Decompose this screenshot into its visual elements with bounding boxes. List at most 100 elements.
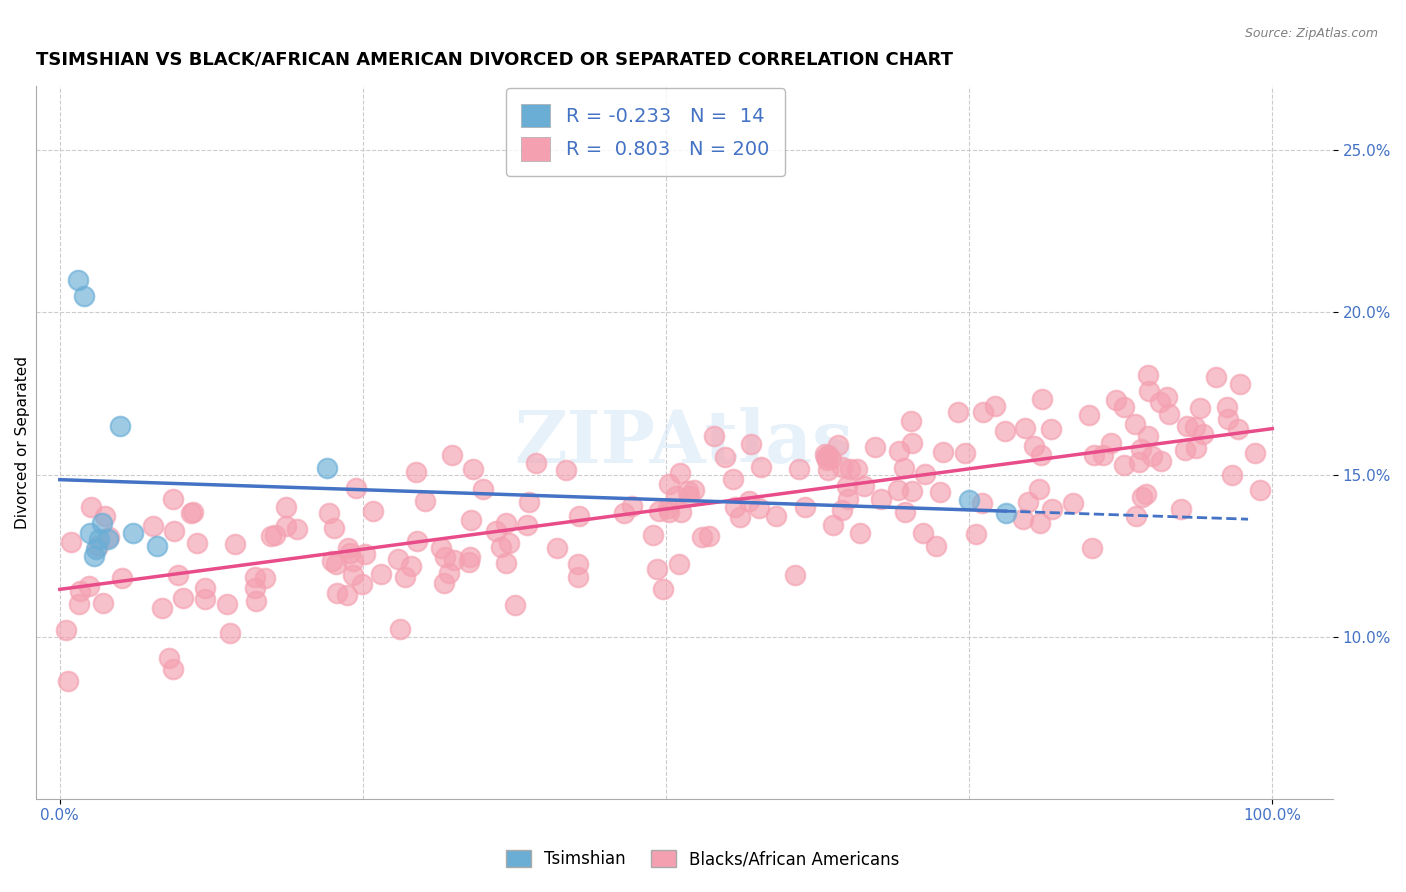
Point (1184, 420, 1206, 434)
Point (665, 489, 688, 503)
Point (430, 541, 453, 555)
Point (489, 541, 512, 555)
Point (651, 582, 673, 597)
Point (814, 447, 837, 461)
Point (1192, 426, 1215, 441)
Point (567, 570, 589, 584)
Point (1136, 368, 1159, 383)
Point (994, 507, 1017, 521)
Point (669, 505, 692, 519)
Point (932, 444, 955, 458)
Point (912, 526, 935, 541)
Point (399, 558, 422, 573)
Point (342, 568, 364, 582)
Point (321, 554, 343, 568)
Point (87, 533, 110, 547)
Point (274, 518, 297, 533)
Point (1135, 487, 1157, 501)
Point (194, 592, 217, 607)
Point (1174, 442, 1197, 457)
Text: ZIPAtlas: ZIPAtlas (515, 407, 853, 477)
Point (678, 483, 700, 498)
Point (1017, 494, 1039, 508)
Point (437, 566, 460, 580)
Point (972, 496, 994, 510)
Point (180, 506, 202, 520)
Point (827, 438, 849, 452)
Point (503, 598, 526, 612)
Point (682, 483, 704, 497)
Point (166, 567, 188, 582)
Point (749, 459, 772, 474)
Point (621, 499, 644, 513)
Point (787, 462, 810, 476)
Point (886, 483, 908, 498)
Point (849, 526, 872, 541)
Point (1229, 377, 1251, 392)
Point (1078, 408, 1101, 422)
Point (110, 418, 132, 433)
Point (79, 525, 101, 540)
Point (1031, 392, 1053, 407)
Point (900, 483, 922, 498)
Point (405, 534, 427, 549)
Point (765, 508, 787, 523)
Point (1092, 448, 1115, 462)
Point (181, 505, 204, 519)
Point (67, 598, 90, 612)
Point (1028, 516, 1050, 530)
Point (901, 436, 924, 450)
Point (79, 500, 101, 514)
Point (900, 414, 922, 428)
Point (1249, 483, 1271, 497)
Point (965, 527, 987, 541)
Point (1024, 439, 1046, 453)
Point (91, 516, 114, 531)
Point (846, 461, 869, 475)
Point (172, 591, 194, 605)
Point (405, 465, 427, 479)
Point (263, 528, 285, 542)
Point (1105, 392, 1128, 407)
Point (97, 533, 120, 547)
Point (336, 588, 359, 602)
Point (98, 530, 121, 544)
Point (1028, 482, 1050, 496)
Point (472, 482, 495, 496)
Point (1157, 407, 1180, 421)
Point (1140, 449, 1163, 463)
Point (1112, 458, 1135, 473)
Point (245, 581, 267, 595)
Point (458, 550, 481, 565)
Point (121, 525, 143, 540)
Point (93, 508, 115, 523)
Point (218, 625, 240, 640)
Point (568, 509, 591, 524)
Point (703, 429, 725, 443)
Point (163, 524, 186, 539)
Point (66, 273, 89, 287)
Point (863, 441, 886, 455)
Point (157, 650, 180, 665)
Point (658, 477, 681, 491)
Point (1125, 417, 1147, 432)
Point (495, 516, 517, 530)
Point (315, 461, 337, 475)
Text: Source: ZipAtlas.com: Source: ZipAtlas.com (1244, 27, 1378, 40)
Point (821, 518, 844, 533)
Point (983, 399, 1005, 413)
Point (837, 491, 859, 506)
Point (1039, 421, 1062, 435)
Point (870, 492, 893, 507)
Point (1220, 467, 1243, 482)
Point (58, 673, 80, 688)
Point (463, 462, 485, 476)
Point (668, 557, 690, 571)
Text: TSIMSHIAN VS BLACK/AFRICAN AMERICAN DIVORCED OR SEPARATED CORRELATION CHART: TSIMSHIAN VS BLACK/AFRICAN AMERICAN DIVO… (35, 51, 952, 69)
Point (946, 405, 969, 419)
Point (1012, 512, 1035, 526)
Point (853, 479, 876, 493)
Point (526, 457, 548, 471)
Point (318, 506, 340, 520)
Point (831, 459, 853, 474)
